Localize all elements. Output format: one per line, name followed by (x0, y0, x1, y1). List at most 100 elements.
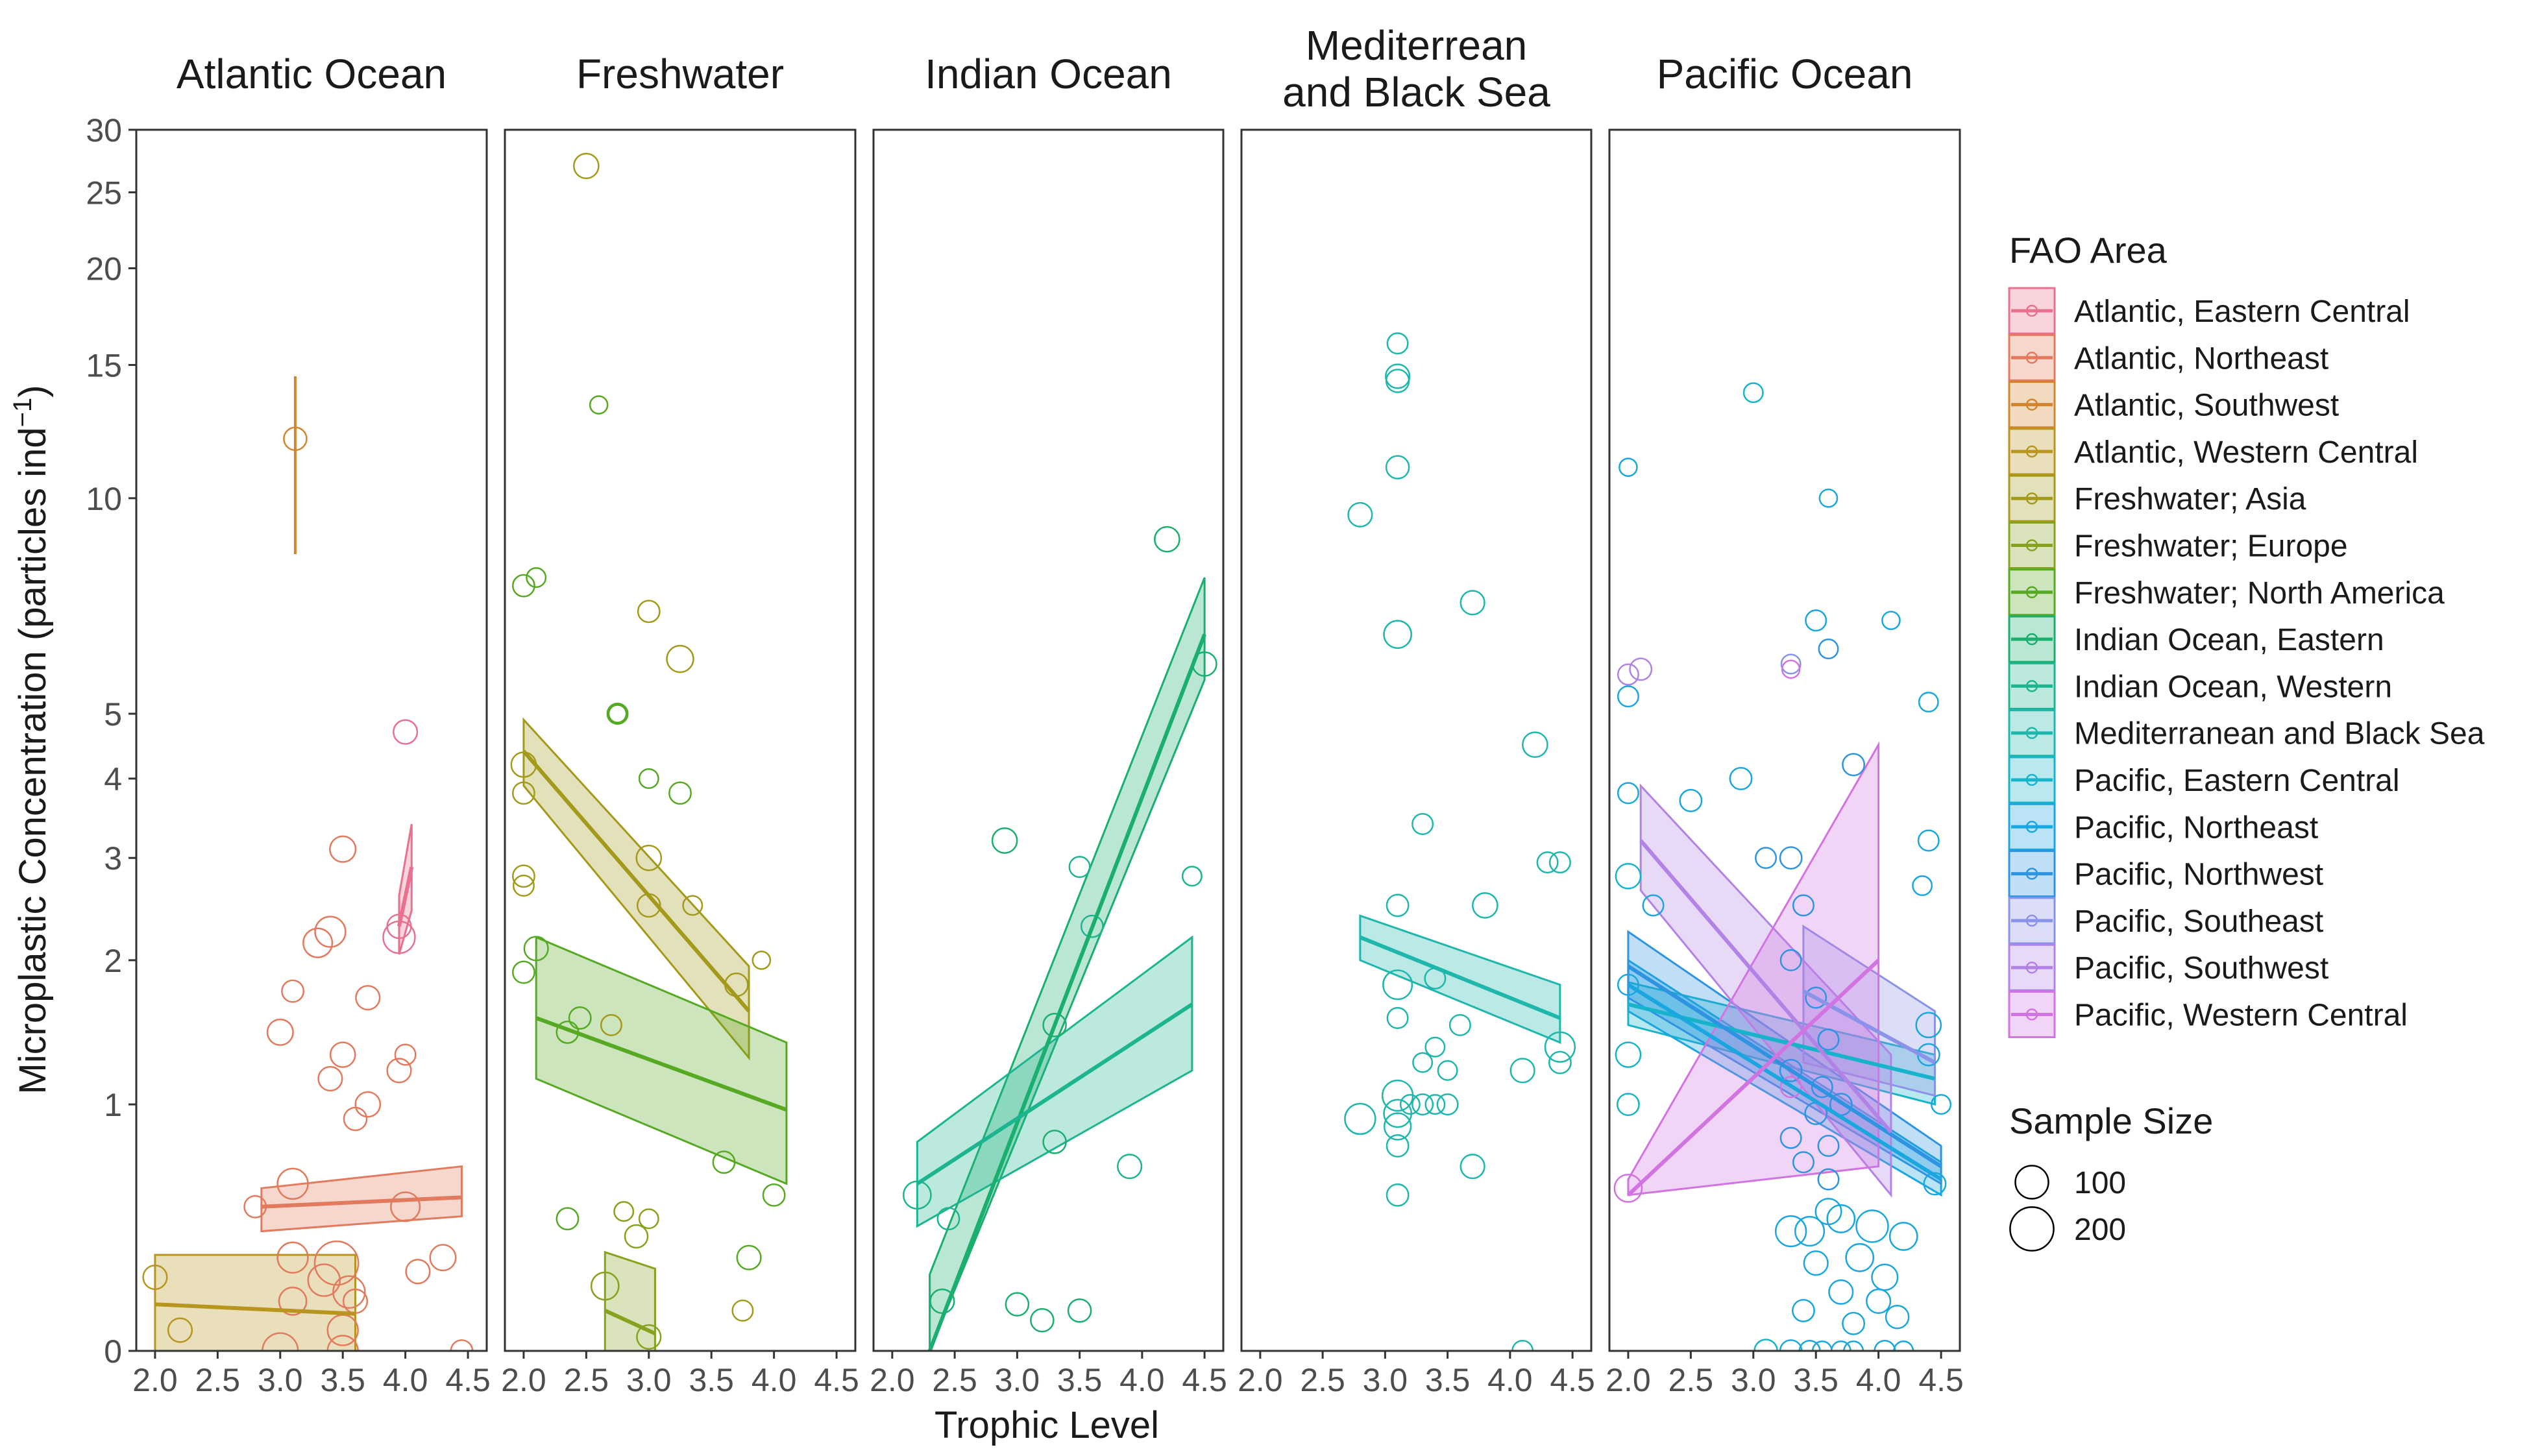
panel-background (1241, 130, 1591, 1351)
ci-ribbon (604, 1250, 656, 1351)
data-point (1779, 1126, 1802, 1149)
legend-item: Atlantic, Southwest (2008, 381, 2339, 429)
panel-background (505, 130, 855, 1351)
legend-label: Freshwater; Asia (2074, 482, 2306, 516)
data-point (1383, 620, 1412, 649)
data-point (276, 1241, 309, 1274)
data-point (1548, 851, 1571, 874)
x-tick-label: 2.5 (1668, 1362, 1714, 1398)
legend-label: Atlantic, Western Central (2074, 435, 2418, 470)
legend-key-point (2025, 586, 2038, 599)
legend-label: Indian Ocean, Western (2074, 670, 2392, 704)
legend-item: Mediterranean and Black Sea (2008, 709, 2485, 757)
ci-ribbon (535, 936, 788, 1185)
data-point (1042, 1130, 1067, 1154)
data-point (1042, 1013, 1067, 1037)
x-tick-label: 4.5 (1182, 1362, 1227, 1398)
data-point (991, 827, 1018, 854)
data-point (1005, 1292, 1030, 1316)
legend-label: Pacific, Northeast (2074, 810, 2318, 845)
panel-content (1613, 382, 1952, 1351)
data-point (1615, 1041, 1642, 1068)
legend-label: Atlantic, Eastern Central (2074, 295, 2410, 329)
legend-item: Freshwater; North America (2008, 568, 2445, 616)
x-tick-label: 3.5 (1057, 1362, 1103, 1398)
x-tick-label: 3.0 (1363, 1362, 1408, 1398)
panel-content (142, 376, 474, 1351)
data-point (281, 979, 305, 1003)
y-tick-label: 20 (86, 250, 122, 287)
data-point (1382, 969, 1413, 1001)
y-axis: 0 1 2 3 4 5 10 15 20 25 30 (86, 112, 136, 1370)
size-legend-item: 200 (2009, 1206, 2126, 1252)
legend-key-point (2025, 1008, 2038, 1021)
data-point (751, 951, 772, 970)
data-point (668, 781, 692, 805)
data-point (1437, 1060, 1458, 1081)
legend-label: Pacific, Western Central (2074, 999, 2408, 1033)
data-point (1874, 1340, 1896, 1351)
panel-title: Atlantic Ocean (177, 51, 446, 97)
data-point (1842, 753, 1866, 777)
data-point (556, 1207, 580, 1231)
x-tick-label: 4.5 (1550, 1362, 1595, 1398)
facet-panel: Atlantic Ocean 2.0 2.5 3.0 3.5 4.0 4.5 (132, 51, 491, 1398)
data-point (1399, 1094, 1421, 1115)
size-legend-circle (2014, 1165, 2049, 1200)
data-point (355, 985, 381, 1011)
legend-label: Mediterranean and Black Sea (2074, 717, 2485, 751)
data-point (1154, 526, 1180, 553)
data-point (1472, 892, 1498, 919)
data-point (589, 395, 609, 415)
y-tick-label: 3 (104, 840, 122, 877)
legend-item: Atlantic, Northeast (2008, 334, 2328, 382)
legend-title: FAO Area (2009, 230, 2168, 271)
data-point (1792, 1151, 1814, 1174)
facet-panel: Indian Ocean 2.0 2.5 3.0 3.5 4.0 4.5 (870, 51, 1227, 1398)
data-point (1817, 1134, 1840, 1157)
data-point (600, 1013, 622, 1036)
y-tick-label: 1 (104, 1087, 122, 1123)
legend-item: Pacific, Southeast (2008, 897, 2323, 945)
y-axis-label-superscript: −1 (8, 398, 37, 428)
data-point (1794, 1216, 1826, 1247)
size-legend-item: 100 (2014, 1165, 2126, 1200)
panel-border (872, 128, 1225, 1352)
data-point (712, 1150, 736, 1174)
data-point (511, 960, 535, 984)
data-point (1779, 1076, 1802, 1098)
legend-item: Pacific, Southwest (2008, 943, 2328, 991)
y-tick-label: 5 (104, 696, 122, 733)
data-point (1385, 369, 1410, 393)
data-point (1642, 894, 1665, 917)
trend-line (397, 866, 414, 927)
legend-key-point (2025, 633, 2038, 646)
data-point (903, 1180, 932, 1210)
y-tick-label: 4 (104, 761, 122, 797)
data-point (1729, 767, 1753, 790)
data-point (1424, 1094, 1446, 1115)
data-point (1509, 1058, 1535, 1084)
trend-line (1627, 983, 1942, 1182)
legend-key-point (2025, 914, 2038, 927)
data-point (607, 704, 628, 723)
trend-line (1626, 958, 1880, 1197)
data-point (624, 1224, 649, 1249)
x-axis-label: Trophic Level (935, 1404, 1159, 1446)
data-point (1805, 609, 1827, 632)
x-tick-label: 3.0 (995, 1362, 1040, 1398)
x-tick-label: 2.5 (1300, 1362, 1345, 1398)
legend-key-point (2025, 539, 2038, 552)
data-point (1805, 986, 1827, 1009)
data-point (1181, 866, 1203, 887)
ci-ribbon (916, 935, 1193, 1228)
data-point (1817, 1168, 1840, 1191)
legend-item: Atlantic, Western Central (2008, 428, 2418, 476)
data-point (1881, 611, 1901, 631)
trend-line (535, 1016, 787, 1112)
data-point (1781, 659, 1801, 679)
panel-border (1608, 128, 1961, 1352)
panel-background (1609, 130, 1960, 1351)
legend-key-point (2025, 961, 2038, 974)
